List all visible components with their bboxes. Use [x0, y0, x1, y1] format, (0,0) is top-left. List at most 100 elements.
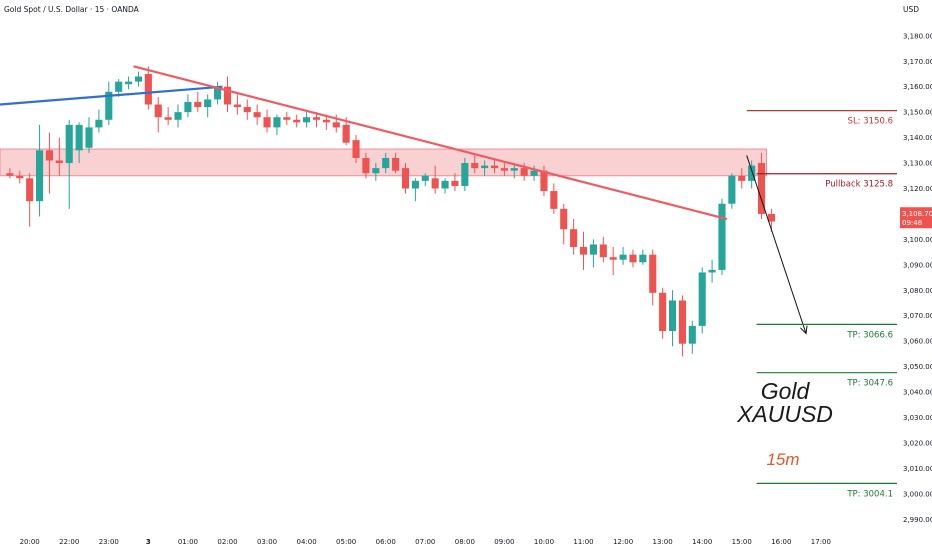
candle-body	[312, 117, 321, 120]
price-tick-label: 3,160.000	[903, 83, 932, 91]
time-tick-label: 03:00	[257, 538, 277, 546]
candle	[362, 152, 370, 179]
time-tick-label: 14:00	[692, 538, 712, 546]
price-tick-label: 3,040.000	[903, 389, 932, 397]
time-tick-label: 08:00	[455, 538, 475, 546]
candle-body	[65, 124, 73, 164]
candle	[214, 81, 222, 105]
candle-body	[718, 203, 726, 270]
candle	[500, 163, 508, 176]
candle	[283, 112, 291, 125]
candle	[392, 152, 400, 174]
candle-body	[85, 127, 93, 148]
candle	[303, 112, 311, 128]
candle-body	[401, 168, 410, 189]
candle	[16, 170, 24, 184]
time-tick-label: 04:00	[296, 538, 316, 546]
candle-body	[26, 178, 34, 202]
candle-body	[115, 81, 123, 92]
candle-body	[6, 173, 14, 176]
red-trendline	[133, 65, 728, 221]
candle	[65, 119, 73, 209]
candle	[471, 155, 479, 174]
candle-body	[134, 76, 143, 82]
candle-body	[461, 163, 469, 186]
candle	[75, 122, 83, 164]
candle-body	[233, 104, 241, 108]
candle	[431, 165, 439, 194]
candle-body	[263, 117, 271, 128]
candle-body	[144, 73, 152, 105]
time-tick-label: 09:00	[494, 538, 514, 546]
candle-body	[253, 112, 261, 118]
price-tick-label: 3,030.000	[903, 414, 932, 422]
candle-body	[708, 269, 716, 273]
candle-body	[223, 86, 232, 105]
candle-body	[273, 117, 281, 128]
candle	[95, 109, 103, 133]
candle-body	[372, 168, 380, 174]
candle-body	[678, 300, 686, 344]
candle-body	[154, 104, 162, 118]
candle	[401, 163, 410, 194]
bar-countdown: 09:48	[902, 219, 922, 227]
candle	[293, 114, 301, 128]
candle-body	[579, 247, 588, 255]
level-label: SL: 3150.6	[848, 117, 893, 127]
candle	[322, 114, 330, 130]
candle	[748, 160, 756, 189]
time-tick-label: 06:00	[376, 538, 396, 546]
candle	[312, 112, 321, 128]
candle	[441, 178, 449, 194]
candle-body	[570, 229, 578, 248]
price-tick-label: 3,100.000	[903, 236, 932, 244]
candle	[708, 259, 716, 283]
candle-body	[451, 180, 459, 186]
time-tick-label: 02:00	[217, 538, 237, 546]
time-tick-label: 01:00	[178, 538, 198, 546]
candle-body	[411, 180, 419, 189]
candle	[352, 135, 360, 164]
level-pullback: Pullback 3125.8	[756, 173, 897, 190]
candle	[560, 203, 568, 245]
candle-body	[649, 254, 657, 293]
candle-body	[174, 112, 182, 120]
price-tick-label: 3,090.000	[903, 261, 932, 269]
time-tick-label: 13:00	[653, 538, 673, 546]
candle	[767, 208, 775, 232]
candle-body	[550, 191, 558, 209]
candle	[698, 267, 706, 334]
candle-body	[481, 165, 489, 169]
candle	[599, 236, 607, 263]
candle-body	[283, 117, 291, 120]
level-label: TP: 3066.6	[846, 330, 893, 340]
candle	[570, 219, 578, 255]
level-label: TP: 3047.6	[846, 379, 893, 389]
candle	[619, 247, 627, 265]
time-axis[interactable]: 20:00 22:00 23:00 3 01:00 02:00 03:00 04:00 05:0…	[20, 538, 831, 546]
time-tick-label: 17:00	[811, 538, 831, 546]
candle-body	[332, 122, 340, 128]
candle-body	[698, 272, 706, 326]
candle	[382, 152, 390, 174]
price-axis[interactable]: 3,180.000 3,170.000 3,160.000 3,150.000 3,14…	[903, 32, 932, 523]
level-tp: TP: 3066.6	[756, 323, 897, 340]
time-tick-label: 10:00	[534, 538, 554, 546]
candle	[233, 94, 241, 115]
candle-body	[500, 168, 508, 171]
candle-body	[609, 257, 617, 260]
projection-arrowhead	[800, 325, 808, 335]
candle-body	[105, 91, 113, 120]
current-price-value: 3,108.700	[902, 210, 932, 218]
candle	[481, 160, 489, 176]
level-tp: TP: 3004.1	[756, 482, 897, 499]
symbol-ticker-text: XAUUSD	[736, 401, 833, 427]
candle-body	[95, 119, 103, 128]
time-tick-label: 16:00	[771, 538, 791, 546]
candle	[579, 231, 588, 270]
candle	[253, 104, 261, 125]
candle-body	[293, 119, 301, 123]
candle-body	[342, 124, 350, 143]
candle	[36, 124, 44, 217]
